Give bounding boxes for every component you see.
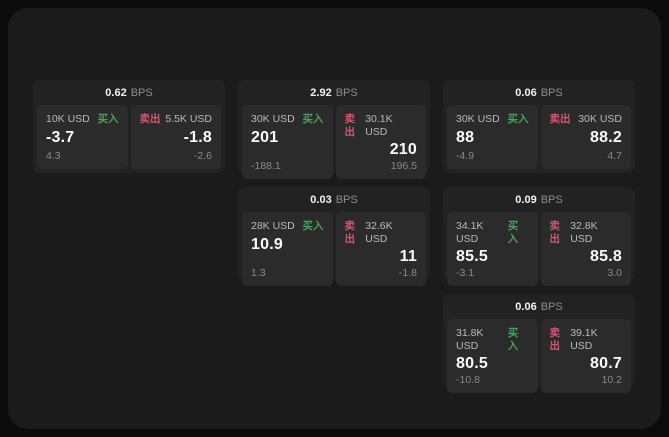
sell-amount: 30.1K USD xyxy=(365,113,393,138)
card-header: 0.06 BPS xyxy=(443,294,635,319)
bps-value: 0.09 xyxy=(515,193,537,206)
buy-price: 85.5 xyxy=(456,248,488,266)
card-body: 10K USD 买入 -3.7 4.3 卖出 5.5K USD -1.8 -2.… xyxy=(33,105,225,173)
bps-unit-label: BPS xyxy=(540,300,563,313)
sell-price: 11 xyxy=(399,248,417,266)
bps-value: 0.03 xyxy=(310,193,332,206)
card-header: 0.62 BPS xyxy=(33,80,225,105)
sell-amount: 39.1K USD xyxy=(570,327,598,352)
sell-price: 88.2 xyxy=(590,128,622,146)
buy-side-label: 买入 xyxy=(507,113,529,125)
quote-card: 0.03 BPS 28K USD 买入 10.9 1.3 卖出 32.6K US… xyxy=(238,187,430,286)
buy-price: 10.9 xyxy=(251,235,283,253)
sell-price: 80.7 xyxy=(590,355,622,373)
bps-unit-label: BPS xyxy=(130,86,153,99)
buy-price: 80.5 xyxy=(456,355,488,373)
sell-side-label: 卖出 xyxy=(344,220,356,245)
sell-side-label: 卖出 xyxy=(344,113,356,138)
sell-delta: 3.0 xyxy=(607,266,622,279)
sell-quote-tile[interactable]: 卖出 30.1K USD 210 196.5 xyxy=(335,105,426,179)
sell-delta: -2.6 xyxy=(193,150,212,162)
card-header: 0.03 BPS xyxy=(238,187,430,212)
quote-card: 0.06 BPS 30K USD 买入 88 -4.9 卖出 30K USD xyxy=(443,80,635,173)
buy-amount: 30K USD xyxy=(251,113,295,125)
buy-quote-tile[interactable]: 30K USD 买入 201 -188.1 xyxy=(242,105,333,179)
bps-value: 0.06 xyxy=(515,300,537,313)
card-body: 30K USD 买入 88 -4.9 卖出 30K USD 88.2 4.7 xyxy=(443,105,635,173)
quote-card: 2.92 BPS 30K USD 买入 201 -188.1 卖出 30.1K … xyxy=(238,80,430,179)
buy-quote-tile[interactable]: 28K USD 买入 10.9 1.3 xyxy=(242,212,333,286)
buy-delta: -4.9 xyxy=(456,150,475,162)
buy-delta: -188.1 xyxy=(251,159,281,172)
sell-quote-tile[interactable]: 卖出 30K USD 88.2 4.7 xyxy=(540,105,631,169)
bps-value: 2.92 xyxy=(310,86,332,99)
sell-delta: 4.7 xyxy=(607,150,622,162)
sell-quote-tile[interactable]: 卖出 5.5K USD -1.8 -2.6 xyxy=(130,105,221,169)
card-header: 2.92 BPS xyxy=(238,80,430,105)
buy-amount: 10K USD xyxy=(46,113,90,125)
buy-delta: -10.8 xyxy=(456,373,480,386)
buy-delta: -3.1 xyxy=(456,266,475,279)
buy-price: 88 xyxy=(456,128,475,146)
buy-delta: 1.3 xyxy=(251,266,266,279)
buy-side-label: 买入 xyxy=(507,327,519,352)
card-header: 0.06 BPS xyxy=(443,80,635,105)
sell-price: -1.8 xyxy=(183,128,212,146)
buy-side-label: 买入 xyxy=(507,220,519,245)
card-body: 28K USD 买入 10.9 1.3 卖出 32.6K USD 11 -1.8 xyxy=(238,212,430,290)
buy-price: -3.7 xyxy=(46,128,75,146)
bps-unit-label: BPS xyxy=(335,193,358,206)
sell-amount: 32.8K USD xyxy=(570,220,598,245)
buy-amount: 28K USD xyxy=(251,220,295,232)
sell-amount: 32.6K USD xyxy=(365,220,393,245)
sell-price: 85.8 xyxy=(590,248,622,266)
bps-unit-label: BPS xyxy=(335,86,358,99)
buy-amount: 34.1K USD xyxy=(456,220,484,245)
buy-quote-tile[interactable]: 10K USD 买入 -3.7 4.3 xyxy=(37,105,128,169)
card-body: 30K USD 买入 201 -188.1 卖出 30.1K USD 210 1… xyxy=(238,105,430,183)
card-body: 34.1K USD 买入 85.5 -3.1 卖出 32.8K USD 85.8… xyxy=(443,212,635,290)
card-body: 31.8K USD 买入 80.5 -10.8 卖出 39.1K USD 80.… xyxy=(443,319,635,397)
bps-value: 0.06 xyxy=(515,86,537,99)
buy-amount: 31.8K USD xyxy=(456,327,484,352)
sell-amount: 30K USD xyxy=(578,113,622,125)
buy-quote-tile[interactable]: 34.1K USD 买入 85.5 -3.1 xyxy=(447,212,538,286)
buy-delta: 4.3 xyxy=(46,150,61,162)
sell-amount: 5.5K USD xyxy=(165,113,212,125)
sell-quote-tile[interactable]: 卖出 39.1K USD 80.7 10.2 xyxy=(540,319,631,393)
buy-quote-tile[interactable]: 30K USD 买入 88 -4.9 xyxy=(447,105,538,169)
sell-side-label: 卖出 xyxy=(549,220,561,245)
sell-side-label: 卖出 xyxy=(549,113,571,125)
bps-value: 0.62 xyxy=(105,86,127,99)
quote-card: 0.62 BPS 10K USD 买入 -3.7 4.3 卖出 5.5K USD xyxy=(33,80,225,173)
quote-card: 0.06 BPS 31.8K USD 买入 80.5 -10.8 卖出 39.1… xyxy=(443,294,635,393)
sell-quote-tile[interactable]: 卖出 32.8K USD 85.8 3.0 xyxy=(540,212,631,286)
card-header: 0.09 BPS xyxy=(443,187,635,212)
buy-price: 201 xyxy=(251,128,279,146)
sell-delta: 196.5 xyxy=(390,159,417,172)
buy-amount: 30K USD xyxy=(456,113,500,125)
sell-side-label: 卖出 xyxy=(549,327,561,352)
sell-quote-tile[interactable]: 卖出 32.6K USD 11 -1.8 xyxy=(335,212,426,286)
bps-unit-label: BPS xyxy=(540,86,563,99)
quote-card: 0.09 BPS 34.1K USD 买入 85.5 -3.1 卖出 32.8K… xyxy=(443,187,635,286)
buy-quote-tile[interactable]: 31.8K USD 买入 80.5 -10.8 xyxy=(447,319,538,393)
sell-side-label: 卖出 xyxy=(139,113,161,125)
buy-side-label: 买入 xyxy=(97,113,119,125)
sell-delta: -1.8 xyxy=(398,266,417,279)
buy-side-label: 买入 xyxy=(302,220,324,232)
sell-delta: 10.2 xyxy=(601,373,622,386)
sell-price: 210 xyxy=(389,141,417,159)
buy-side-label: 买入 xyxy=(302,113,324,125)
bps-unit-label: BPS xyxy=(540,193,563,206)
quote-card-grid: 0.62 BPS 10K USD 买入 -3.7 4.3 卖出 5.5K USD xyxy=(33,80,635,393)
main-panel: 0.62 BPS 10K USD 买入 -3.7 4.3 卖出 5.5K USD xyxy=(8,8,661,429)
